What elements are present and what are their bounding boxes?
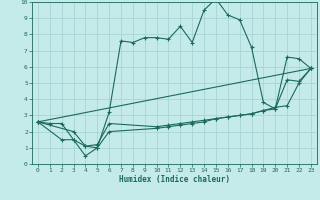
X-axis label: Humidex (Indice chaleur): Humidex (Indice chaleur)	[119, 175, 230, 184]
